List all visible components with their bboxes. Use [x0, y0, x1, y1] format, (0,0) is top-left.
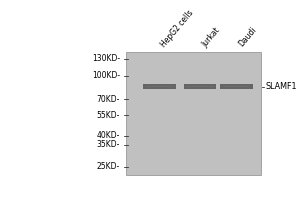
Text: HepG2 cells: HepG2 cells: [160, 8, 196, 49]
Text: Daudi: Daudi: [236, 26, 258, 49]
Text: 35KD-: 35KD-: [97, 140, 120, 149]
Text: 55KD-: 55KD-: [97, 111, 120, 120]
FancyBboxPatch shape: [223, 86, 250, 87]
FancyBboxPatch shape: [146, 86, 173, 87]
Text: Jurkat: Jurkat: [200, 26, 221, 49]
FancyBboxPatch shape: [220, 84, 253, 89]
FancyBboxPatch shape: [186, 86, 214, 87]
Text: 130KD-: 130KD-: [92, 54, 120, 63]
Text: 100KD-: 100KD-: [92, 71, 120, 80]
Text: 40KD-: 40KD-: [97, 131, 120, 140]
Text: 25KD-: 25KD-: [97, 162, 120, 171]
FancyBboxPatch shape: [126, 52, 261, 175]
Text: SLAMF1: SLAMF1: [266, 82, 297, 91]
FancyBboxPatch shape: [143, 84, 176, 89]
Text: 70KD-: 70KD-: [97, 95, 120, 104]
FancyBboxPatch shape: [184, 84, 216, 89]
